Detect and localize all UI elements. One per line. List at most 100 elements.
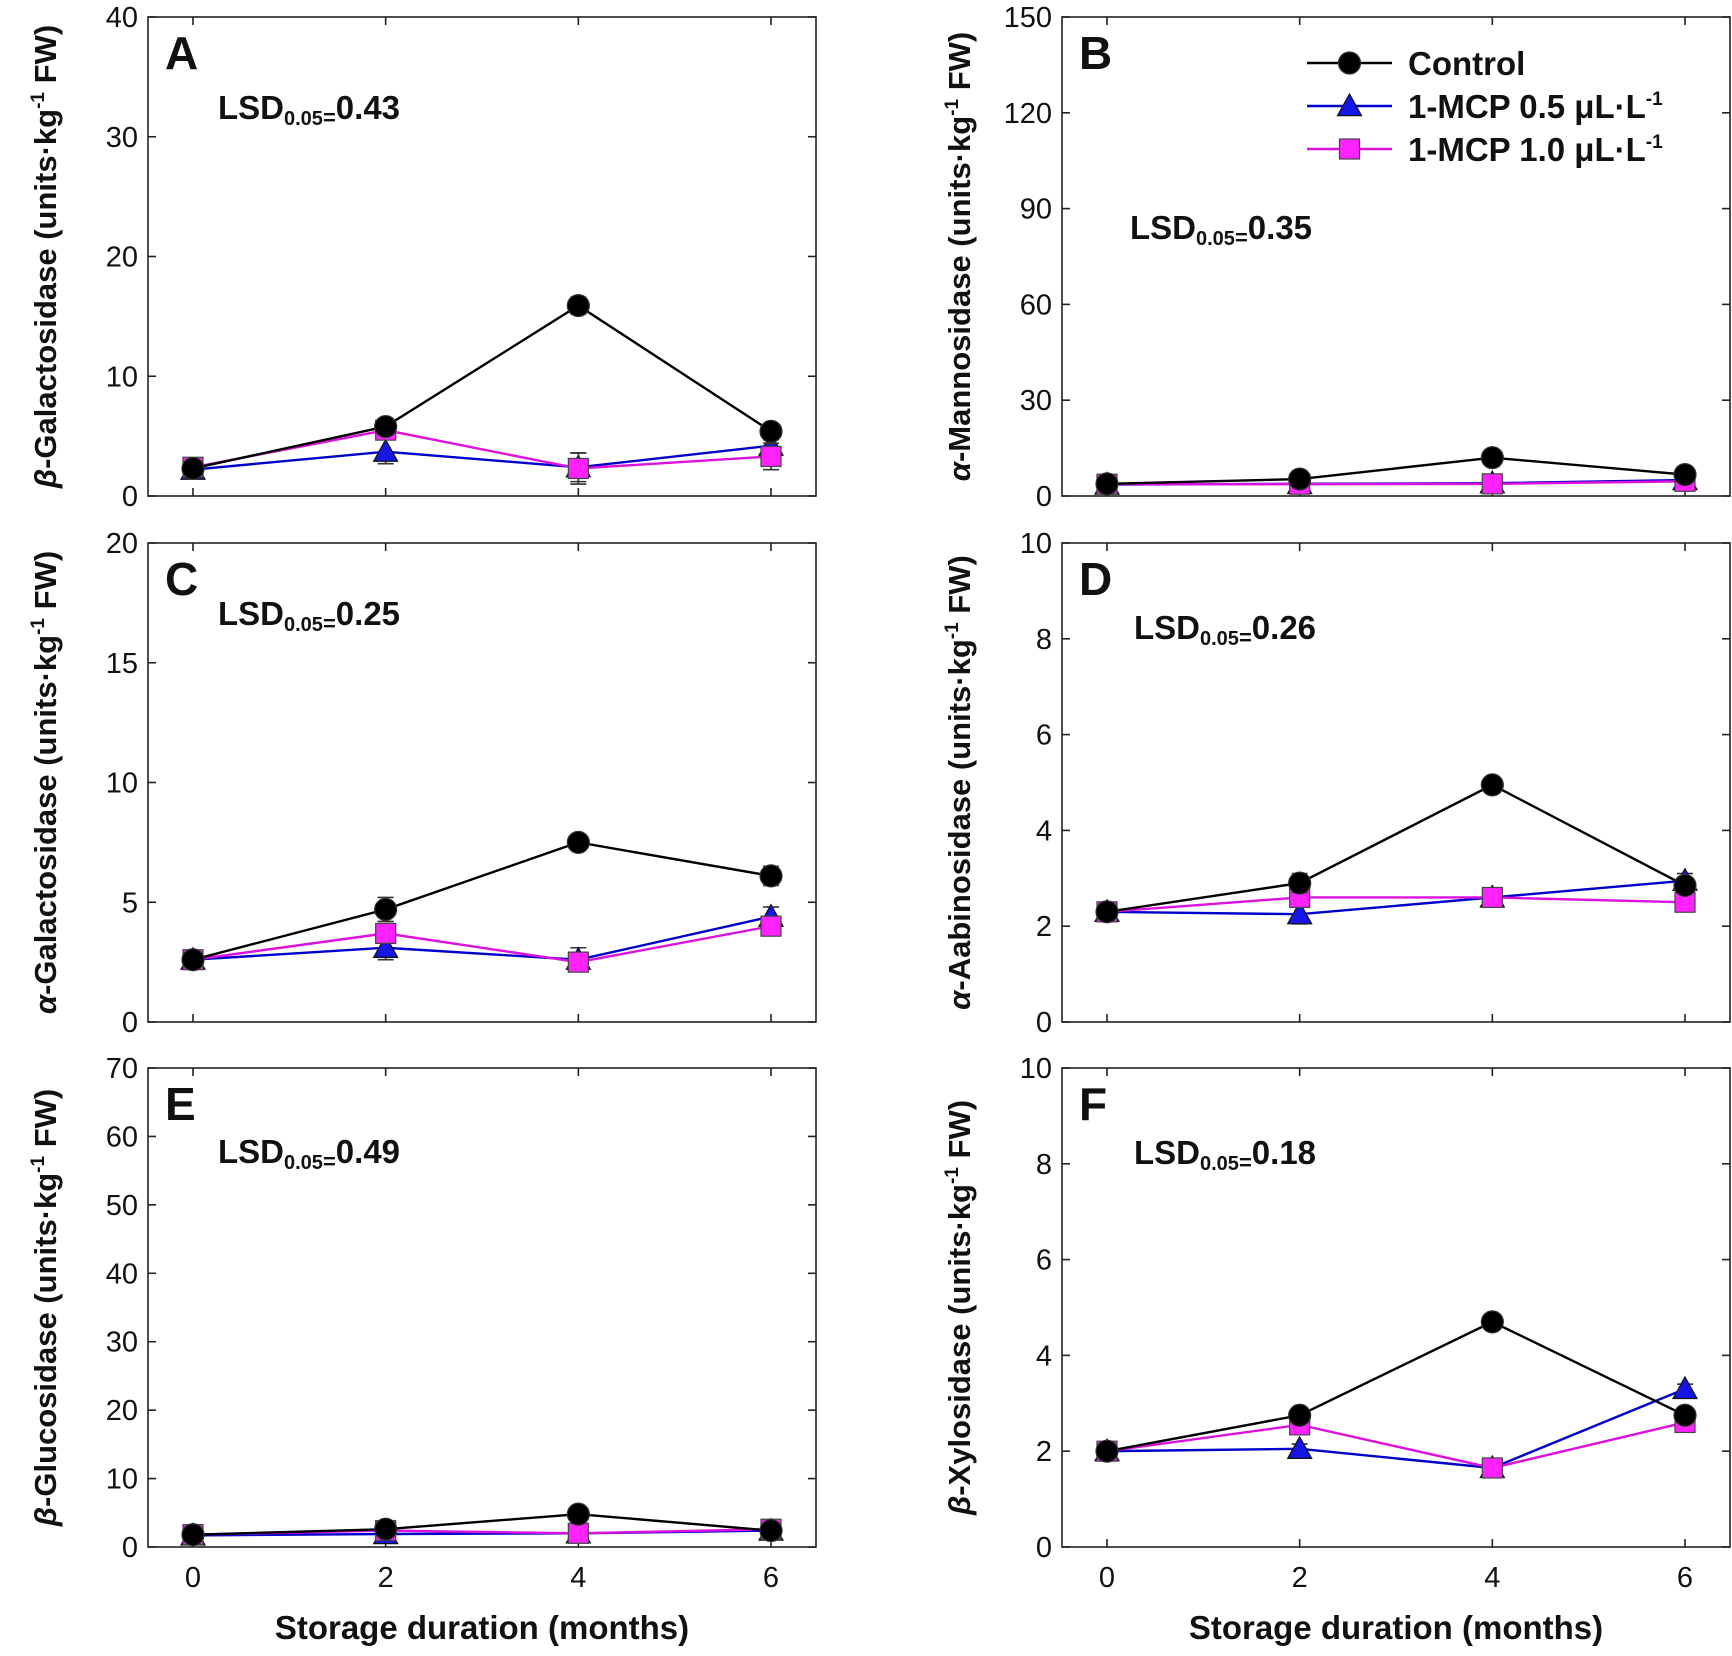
y-tick-label: 30 — [106, 1327, 138, 1359]
y-tick-label: 30 — [106, 122, 138, 154]
data-point — [1095, 900, 1119, 924]
data-point — [1286, 1435, 1313, 1460]
y-tick-label: 0 — [122, 1532, 138, 1564]
data-point — [1481, 1457, 1503, 1479]
data-point — [1673, 1403, 1697, 1427]
data-point — [1480, 446, 1504, 470]
y-tick-label: 15 — [106, 648, 138, 680]
series-line — [192, 1512, 772, 1536]
y-axis-label-units-end: FW) — [942, 1100, 977, 1167]
x-tick-label: 2 — [1292, 1562, 1308, 1594]
y-axis-label-enzyme: -Glucosidase — [28, 1304, 63, 1507]
data-point — [374, 1517, 398, 1541]
series-line — [1106, 1421, 1686, 1470]
data-point — [1286, 900, 1313, 925]
legend-item: Control — [1307, 45, 1525, 82]
legend-label-text: 1-MCP 1.0 μL·L — [1408, 131, 1646, 168]
lsd-subscript: 0.05 — [1196, 228, 1235, 250]
data-point — [759, 1518, 783, 1543]
data-point — [375, 922, 397, 944]
y-tick-label: 50 — [106, 1190, 138, 1222]
y-tick-label: 8 — [1036, 1149, 1052, 1181]
data-point — [372, 438, 399, 462]
lsd-value: 0.49 — [336, 1133, 400, 1170]
series-control — [1095, 446, 1697, 496]
lsd-separator: = — [323, 611, 336, 636]
y-axis-label-units: (units·kg — [28, 635, 63, 766]
y-tick-label: 4 — [1036, 1340, 1052, 1372]
panel-letter: C — [165, 553, 198, 605]
y-tick-label: 6 — [1036, 720, 1052, 752]
data-point — [566, 1502, 590, 1526]
series-line — [192, 444, 772, 471]
series-mcp-1-0 — [182, 915, 782, 973]
lsd-value: 0.26 — [1252, 609, 1316, 646]
y-axis-label: α-Aabinosidase (units·kg-1 FW) — [942, 555, 977, 1010]
y-tick-label: 60 — [106, 1121, 138, 1153]
panel-c: 0 5 10 15 20 α-Galactosidase (units·kg-1 FW) C… — [28, 528, 817, 1039]
lsd-subscript: 0.05 — [284, 108, 323, 130]
y-axis-label-units-end: FW) — [28, 551, 63, 618]
panel-a: 0 10 20 30 40 β-Galactosidase (units·kg-1 FW)… — [28, 2, 817, 513]
lsd-separator: = — [1235, 225, 1248, 250]
data-point — [374, 414, 398, 439]
lsd-separator: = — [323, 105, 336, 130]
y-axis-label: α-Galactosidase (units·kg-1 FW) — [28, 551, 63, 1014]
lsd-subscript: 0.05 — [284, 1152, 323, 1174]
data-point — [760, 445, 782, 468]
panel-letter: F — [1079, 1078, 1107, 1130]
series-line — [1106, 1387, 1686, 1470]
y-axis-label-units: (units·kg — [942, 1184, 977, 1315]
y-axis-label: β-Galactosidase (units·kg-1 FW) — [28, 25, 63, 489]
plot-frame — [147, 1067, 817, 1548]
y-axis-label-greek: α — [28, 993, 63, 1014]
plot-frame — [1061, 542, 1731, 1023]
y-axis-label: β-Xylosidase (units·kg-1 FW) — [942, 1100, 977, 1516]
data-point — [567, 457, 589, 480]
lsd-subscript: 0.05 — [1200, 628, 1239, 650]
lsd-label: LSD — [218, 1133, 284, 1170]
lsd-subscript: 0.05 — [1200, 1153, 1239, 1175]
y-axis-label-sup: -1 — [28, 618, 49, 635]
series-line — [1107, 480, 1686, 486]
lsd-value: 0.18 — [1252, 1134, 1316, 1171]
legend-marker — [1336, 92, 1363, 117]
series-mcp-0-5 — [179, 432, 785, 483]
y-axis-label-units: (units·kg — [28, 1173, 63, 1304]
x-tick-label: 0 — [185, 1562, 201, 1594]
series-mcp-0-5 — [1093, 1375, 1699, 1479]
series-line — [1106, 896, 1686, 914]
data-point — [1095, 1439, 1119, 1463]
lsd-separator: = — [1239, 1150, 1252, 1175]
legend-item: 1-MCP 0.5 μL·L-1 — [1307, 88, 1663, 125]
y-axis-label-greek: β — [28, 1507, 63, 1527]
plot-frame — [1061, 16, 1731, 497]
data-point — [567, 1522, 589, 1544]
series-control — [181, 830, 783, 972]
y-axis-label-greek: α — [942, 989, 977, 1010]
y-tick-label: 20 — [106, 528, 138, 560]
series-line — [1106, 456, 1686, 486]
y-tick-label: 40 — [106, 2, 138, 34]
data-point — [759, 419, 783, 443]
lsd-label: LSD — [1134, 609, 1200, 646]
data-point — [374, 897, 398, 922]
lsd-label: LSD — [1134, 1134, 1200, 1171]
y-tick-label: 0 — [122, 1007, 138, 1039]
lsd-annotation: LSD0.05=0.18 — [1134, 1134, 1316, 1175]
lsd-annotation: LSD0.05=0.26 — [1134, 609, 1316, 650]
y-axis-label-units: (units·kg — [942, 116, 977, 247]
data-point — [1480, 773, 1504, 797]
lsd-value: 0.35 — [1248, 209, 1312, 246]
y-axis-label: α-Mannosidase (units·kg-1 FW) — [942, 32, 977, 481]
y-tick-label: 6 — [1036, 1245, 1052, 1277]
y-tick-label: 30 — [1020, 385, 1052, 417]
data-point — [1673, 873, 1697, 898]
y-tick-label: 20 — [106, 1395, 138, 1427]
y-tick-label: 0 — [1036, 1007, 1052, 1039]
series-control — [1095, 773, 1697, 924]
series-control — [1095, 1310, 1697, 1463]
y-tick-label: 0 — [1036, 481, 1052, 513]
x-axis-label: Storage duration (months) — [275, 1609, 689, 1646]
